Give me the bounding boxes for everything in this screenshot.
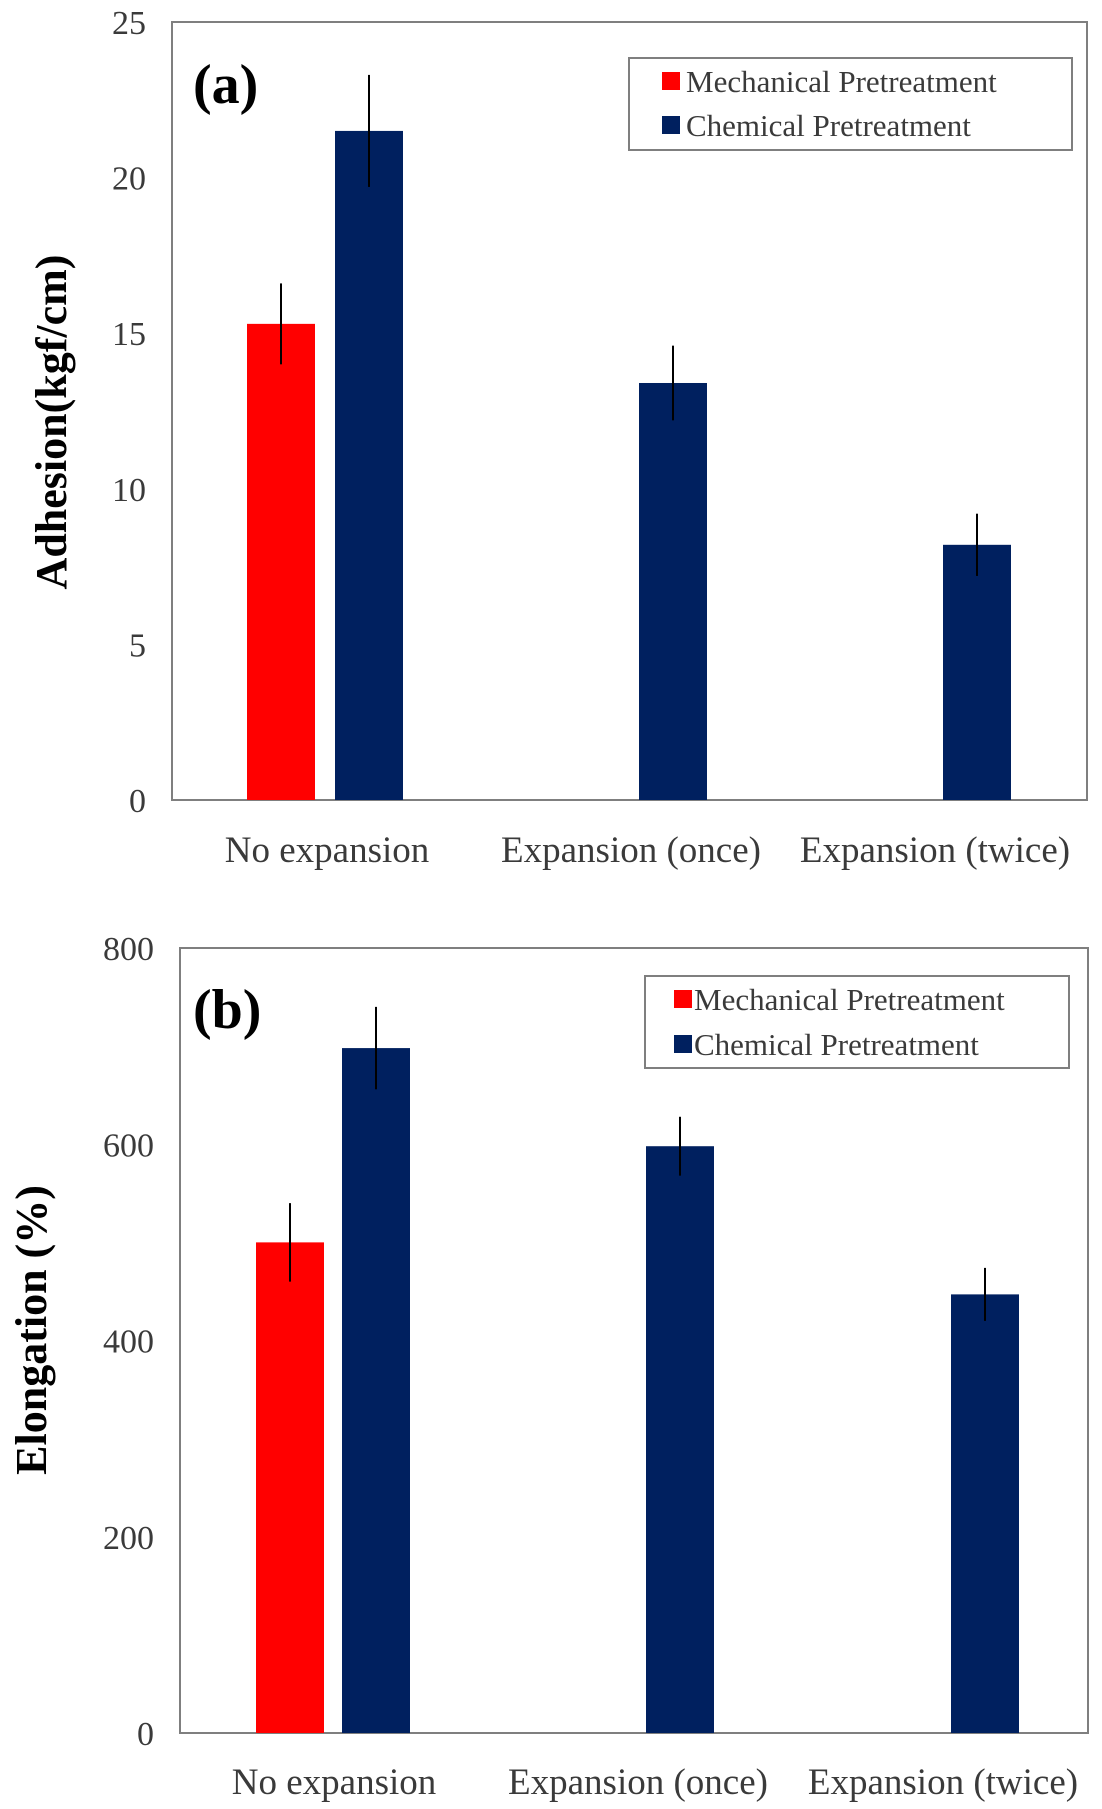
bar — [335, 130, 403, 801]
y-tick-label: 400 — [103, 1324, 154, 1361]
bar — [646, 1146, 714, 1733]
bar — [639, 382, 707, 800]
y-tick-label: 600 — [103, 1127, 154, 1164]
y-axis-label: Elongation (%) — [7, 1185, 56, 1475]
x-category-label: Expansion (once) — [501, 830, 761, 871]
legend-label: Chemical Pretreatment — [694, 1027, 979, 1062]
legend-box — [628, 57, 1073, 151]
y-tick-label: 15 — [112, 316, 146, 353]
plot-frame — [179, 947, 1089, 1734]
x-category-label: No expansion — [232, 1762, 437, 1803]
panel-label: (a) — [193, 54, 258, 116]
y-tick-label: 0 — [137, 1716, 154, 1753]
bar — [247, 323, 315, 800]
y-tick-label: 200 — [103, 1520, 154, 1557]
bar — [943, 544, 1011, 800]
x-category-label: No expansion — [225, 830, 430, 871]
panel-label: (b) — [193, 979, 261, 1041]
y-tick-label: 5 — [129, 627, 146, 664]
bar — [951, 1294, 1019, 1733]
x-category-label: Expansion (once) — [508, 1762, 768, 1803]
legend-box — [644, 975, 1070, 1069]
bar — [342, 1048, 410, 1733]
y-tick-label: 10 — [112, 472, 146, 509]
legend-swatch — [674, 1035, 692, 1053]
y-tick-label: 800 — [103, 931, 154, 968]
y-tick-label: 25 — [112, 5, 146, 42]
plot-frame — [171, 21, 1088, 801]
legend-swatch — [674, 990, 692, 1008]
x-category-label: Expansion (twice) — [808, 1762, 1078, 1803]
x-category-label: Expansion (twice) — [800, 830, 1070, 871]
legend-swatch — [662, 72, 680, 90]
y-axis-label: Adhesion(kgf/cm) — [27, 255, 76, 590]
legend-label: Mechanical Pretreatment — [694, 982, 1005, 1017]
y-tick-label: 20 — [112, 161, 146, 198]
legend-label: Chemical Pretreatment — [686, 108, 971, 143]
legend-label: Mechanical Pretreatment — [686, 64, 997, 99]
legend-swatch — [662, 116, 680, 134]
y-tick-label: 0 — [129, 783, 146, 820]
bar — [256, 1242, 324, 1733]
